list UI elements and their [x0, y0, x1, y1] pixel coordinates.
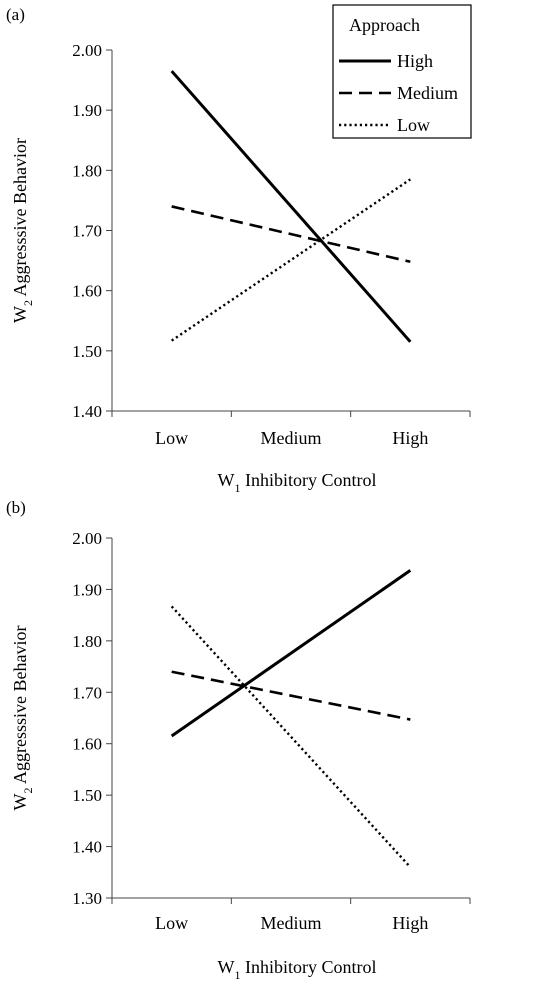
y-tick-label: 1.80	[72, 161, 102, 180]
chart-panel-a: (a) 1.40 1.50 1.60 1.70 1.80 1.90 2.00 Low Medium…	[6, 4, 472, 495]
y-tick-label: 2.00	[72, 529, 102, 548]
y-tick-label: 1.50	[72, 786, 102, 805]
x-tick-label: High	[392, 428, 428, 448]
y-tick-label: 2.00	[72, 41, 102, 60]
y-tick-label: 1.40	[72, 838, 102, 857]
legend-entry-medium: Medium	[397, 83, 458, 103]
y-tick-label: 1.70	[72, 683, 102, 702]
x-tick-label: High	[392, 913, 428, 933]
series-line-high	[170, 70, 412, 343]
series-line-dotted	[170, 605, 412, 868]
y-tick-label: 1.40	[72, 402, 102, 421]
series-line-low	[170, 178, 412, 342]
x-tick-label: Low	[155, 913, 188, 933]
y-axis-label: W2 Aggresssive Behavior	[10, 138, 35, 323]
legend: Approach High Medium Low	[332, 4, 472, 139]
x-axis-label: W1 Inhibitory Control	[218, 470, 377, 495]
y-tick-label: 1.80	[72, 632, 102, 651]
legend-title: Approach	[349, 15, 420, 35]
legend-entry-low: Low	[397, 115, 430, 135]
series-line-medium	[171, 205, 411, 264]
series-line-dashed	[171, 670, 411, 721]
x-axis-label: W1 Inhibitory Control	[218, 957, 377, 982]
legend-entry-high: High	[397, 51, 433, 71]
x-tick-label: Medium	[261, 428, 322, 448]
legend-box	[332, 4, 472, 139]
panel-label: (b)	[6, 498, 26, 517]
y-tick-label: 1.50	[72, 342, 102, 361]
chart-panel-b: (b) 1.30 1.40 1.50 1.60 1.70 1.80 1.90 2.00 Low Me…	[6, 498, 471, 982]
y-tick-label: 1.60	[72, 735, 102, 754]
y-axis-label: W2 Aggresssive Behavior	[10, 626, 35, 811]
panel-label: (a)	[6, 5, 25, 24]
y-tick-label: 1.90	[72, 101, 102, 120]
y-tick-label: 1.30	[72, 889, 102, 908]
series-line-solid	[170, 569, 412, 738]
y-tick-label: 1.70	[72, 222, 102, 241]
y-tick-label: 1.60	[72, 282, 102, 301]
x-tick-label: Medium	[261, 913, 322, 933]
x-tick-label: Low	[155, 428, 188, 448]
y-tick-label: 1.90	[72, 580, 102, 599]
